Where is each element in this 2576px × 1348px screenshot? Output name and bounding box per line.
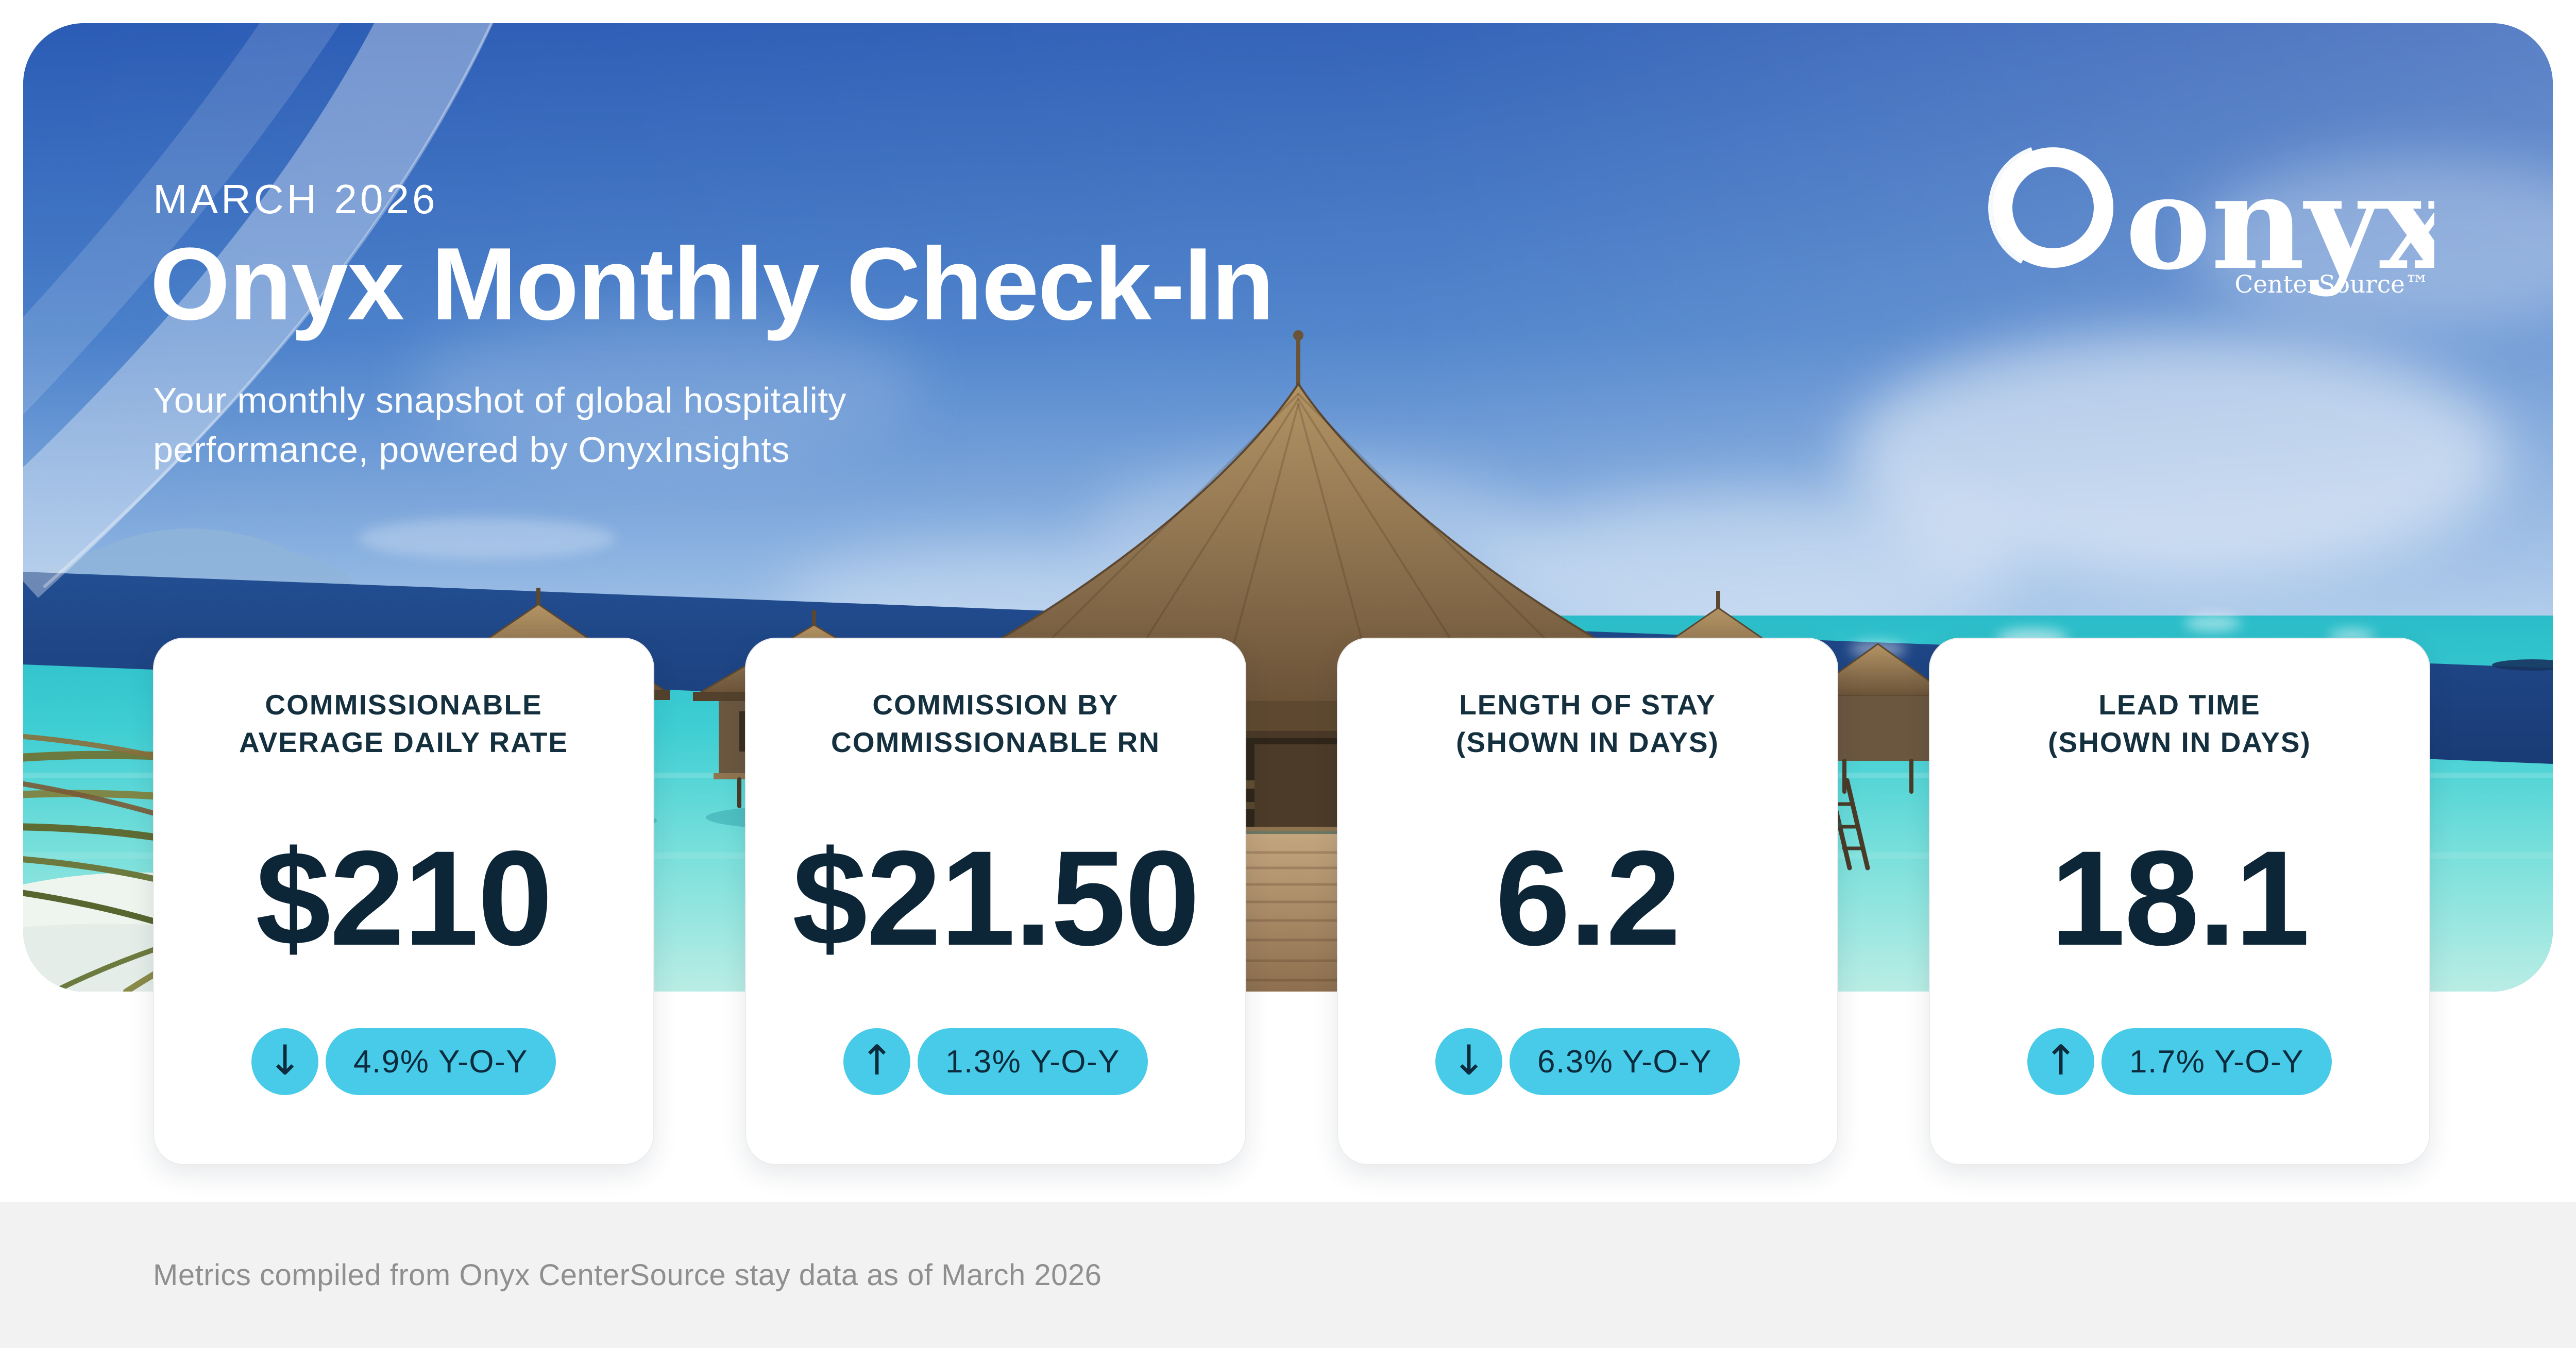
- page-subtitle: Your monthly snapshot of global hospital…: [153, 376, 846, 474]
- metric-card-length-of-stay: LENGTH OF STAY (SHOWN IN DAYS) 6.2 ↓ 6.3…: [1337, 638, 1838, 1165]
- trend-arrow-circle: ↓: [1435, 1028, 1503, 1095]
- metric-card-lead-time: LEAD TIME (SHOWN IN DAYS) 18.1 ↑ 1.7% Y-…: [1929, 638, 2430, 1165]
- report-month: MARCH 2026: [153, 176, 438, 222]
- trend-change-label: 6.3% Y-O-Y: [1537, 1044, 1712, 1080]
- metric-label-line2: AVERAGE DAILY RATE: [239, 726, 569, 758]
- footer-note: Metrics compiled from Onyx CenterSource …: [153, 1258, 1102, 1292]
- metric-card-adr: COMMISSIONABLE AVERAGE DAILY RATE $210 ↓…: [153, 638, 654, 1165]
- trend-badge: ↓ 6.3% Y-O-Y: [1338, 1028, 1837, 1095]
- metric-value: 18.1: [2050, 823, 2310, 974]
- trend-badge: ↑ 1.7% Y-O-Y: [1930, 1028, 2429, 1095]
- arc-decoration: [23, 23, 494, 598]
- trend-change-label: 1.3% Y-O-Y: [945, 1044, 1120, 1080]
- page-subtitle-line1: Your monthly snapshot of global hospital…: [153, 380, 846, 420]
- metric-label-line2: COMMISSIONABLE RN: [831, 726, 1160, 758]
- onyx-logo-wordmark: onyx: [2125, 147, 2434, 298]
- page-subtitle-line2: performance, powered by OnyxInsights: [153, 430, 790, 470]
- onyx-logo: onyx CenterSource™: [1988, 147, 2434, 299]
- trend-arrow-circle: ↓: [251, 1028, 319, 1095]
- metric-label: LENGTH OF STAY (SHOWN IN DAYS): [1456, 686, 1719, 761]
- metric-label-line1: LEAD TIME: [2098, 689, 2261, 721]
- metric-value: $21.50: [792, 823, 1200, 974]
- hut-right-2: [1803, 643, 1953, 794]
- page-title: Onyx Monthly Check-In: [150, 227, 1274, 342]
- trend-change-label: 1.7% Y-O-Y: [2129, 1044, 2304, 1080]
- metric-label: COMMISSION BY COMMISSIONABLE RN: [831, 686, 1160, 761]
- metric-label-line1: COMMISSIONABLE: [265, 689, 543, 721]
- trend-change-pill: 6.3% Y-O-Y: [1510, 1028, 1740, 1095]
- trend-change-label: 4.9% Y-O-Y: [353, 1044, 528, 1080]
- trend-badge: ↓ 4.9% Y-O-Y: [154, 1028, 653, 1095]
- arrow-up-icon: ↑: [2043, 1036, 2078, 1084]
- trend-arrow-circle: ↑: [843, 1028, 911, 1095]
- trend-arrow-circle: ↑: [2027, 1028, 2095, 1095]
- metric-cards-row: COMMISSIONABLE AVERAGE DAILY RATE $210 ↓…: [153, 638, 2431, 1165]
- arrow-down-icon: ↓: [267, 1036, 302, 1084]
- trend-change-pill: 1.3% Y-O-Y: [918, 1028, 1148, 1095]
- metric-label: COMMISSIONABLE AVERAGE DAILY RATE: [239, 686, 568, 761]
- arrow-up-icon: ↑: [859, 1036, 894, 1084]
- trend-change-pill: 1.7% Y-O-Y: [2102, 1028, 2332, 1095]
- metric-label-line2: (SHOWN IN DAYS): [2048, 726, 2311, 758]
- onyx-logo-suffix: CenterSource™: [2234, 270, 2429, 299]
- metric-value: $210: [256, 823, 553, 974]
- trend-badge: ↑ 1.3% Y-O-Y: [746, 1028, 1245, 1095]
- metric-card-commission-rn: COMMISSION BY COMMISSIONABLE RN $21.50 ↑…: [745, 638, 1246, 1165]
- onyx-logo-ring-icon: [1988, 147, 2113, 268]
- arrow-down-icon: ↓: [1451, 1036, 1486, 1084]
- metric-label: LEAD TIME (SHOWN IN DAYS): [2048, 686, 2311, 761]
- trend-change-pill: 4.9% Y-O-Y: [326, 1028, 556, 1095]
- metric-label-line1: LENGTH OF STAY: [1459, 689, 1716, 721]
- metric-label-line1: COMMISSION BY: [872, 689, 1119, 721]
- island-right: [2492, 659, 2553, 671]
- metric-value: 6.2: [1495, 823, 1681, 974]
- footer: Metrics compiled from Onyx CenterSource …: [0, 1202, 2576, 1348]
- metric-label-line2: (SHOWN IN DAYS): [1456, 726, 1719, 758]
